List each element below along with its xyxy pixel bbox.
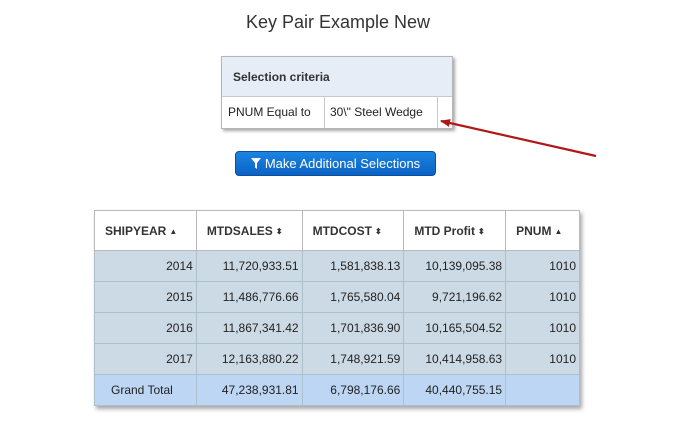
total-mtdsales: 47,238,931.81: [195, 374, 303, 406]
cell-shipyear: 2016: [94, 312, 197, 344]
sort-both-icon: ⬍: [374, 226, 382, 236]
grand-total-label: Grand Total: [94, 374, 197, 406]
sort-both-icon: ⬍: [275, 226, 283, 236]
table-row: 2015 11,486,776.66 1,765,580.04 9,721,19…: [94, 281, 580, 313]
filter-icon: [250, 158, 261, 169]
cell-mtdcost: 1,748,921.59: [301, 343, 405, 375]
cell-mtdsales: 11,486,776.66: [195, 281, 303, 313]
cell-shipyear: 2017: [94, 343, 197, 375]
cell-pnum: 1010: [505, 250, 580, 282]
cell-shipyear: 2015: [94, 281, 197, 313]
table-row: 2016 11,867,341.42 1,701,836.90 10,165,5…: [94, 312, 580, 344]
cell-mtd-profit: 10,165,504.52: [403, 312, 507, 344]
table-row: 2014 11,720,933.51 1,581,838.13 10,139,0…: [94, 250, 580, 282]
sort-both-icon: ⬍: [478, 226, 485, 236]
report-table-container: SHIPYEAR ▲ MTDSALES ⬍ MTDCOST ⬍ MTD Profit ⬍…: [94, 210, 580, 406]
cell-pnum: 1010: [505, 343, 580, 375]
cell-mtdcost: 1,701,836.90: [301, 312, 405, 344]
report-table: SHIPYEAR ▲ MTDSALES ⬍ MTDCOST ⬍ MTD Profit ⬍…: [94, 210, 580, 406]
selection-criteria-panel: Selection criteria PNUM Equal to 30\" St…: [221, 56, 453, 129]
criteria-row: PNUM Equal to 30\" Steel Wedge: [222, 97, 452, 128]
make-additional-selections-button[interactable]: Make Additional Selections: [235, 151, 436, 176]
grand-total-row: Grand Total 47,238,931.81 6,798,176.66 4…: [94, 374, 580, 406]
cell-mtdsales: 11,867,341.42: [195, 312, 303, 344]
column-header-mtd-profit[interactable]: MTD Profit ⬍: [403, 210, 507, 251]
cell-mtdsales: 11,720,933.51: [195, 250, 303, 282]
selection-criteria-header: Selection criteria: [222, 57, 452, 97]
table-header-row: SHIPYEAR ▲ MTDSALES ⬍ MTDCOST ⬍ MTD Profit ⬍…: [94, 210, 580, 251]
criteria-field: PNUM Equal to: [222, 97, 325, 128]
column-header-pnum[interactable]: PNUM ▲: [505, 210, 580, 251]
column-header-mtdcost[interactable]: MTDCOST ⬍: [301, 210, 405, 251]
sort-ascending-icon: ▲: [169, 226, 178, 236]
cell-pnum: 1010: [505, 312, 580, 344]
cell-mtd-profit: 10,139,095.38: [403, 250, 507, 282]
total-mtdcost: 6,798,176.66: [301, 374, 405, 406]
cell-mtdcost: 1,581,838.13: [301, 250, 405, 282]
table-row: 2017 12,163,880.22 1,748,921.59 10,414,9…: [94, 343, 580, 375]
column-header-shipyear[interactable]: SHIPYEAR ▲: [94, 210, 197, 251]
cell-shipyear: 2014: [94, 250, 197, 282]
cell-mtdsales: 12,163,880.22: [195, 343, 303, 375]
cell-mtd-profit: 10,414,958.63: [403, 343, 507, 375]
sort-ascending-icon: ▲: [554, 226, 563, 236]
page-title: Key Pair Example New: [245, 12, 431, 32]
button-label: Make Additional Selections: [264, 156, 421, 171]
cell-mtd-profit: 9,721,196.62: [403, 281, 507, 313]
cell-pnum: 1010: [505, 281, 580, 313]
criteria-value[interactable]: 30\" Steel Wedge: [325, 97, 438, 128]
column-header-mtdsales[interactable]: MTDSALES ⬍: [195, 210, 303, 251]
total-mtd-profit: 40,440,755.15: [403, 374, 507, 406]
total-pnum: [505, 374, 580, 406]
cell-mtdcost: 1,765,580.04: [301, 281, 405, 313]
